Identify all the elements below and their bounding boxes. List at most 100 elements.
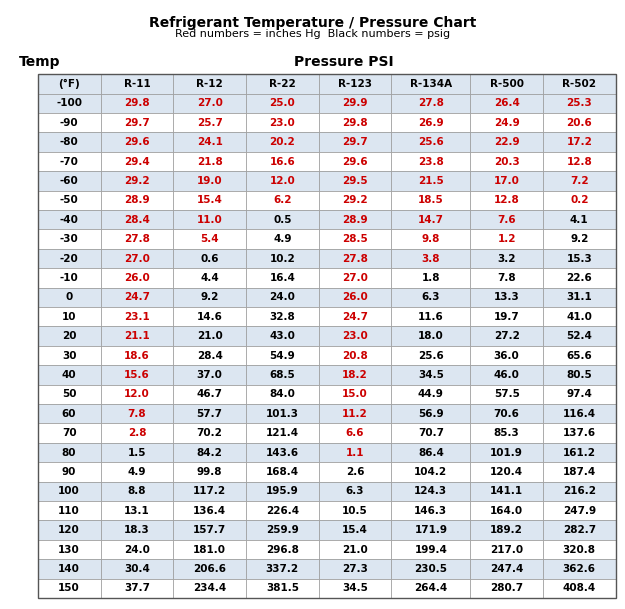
Text: 120.4: 120.4 bbox=[490, 467, 523, 477]
Text: 3.2: 3.2 bbox=[498, 253, 516, 264]
Text: R-11: R-11 bbox=[124, 79, 151, 89]
Text: 30: 30 bbox=[62, 351, 76, 361]
Text: 362.6: 362.6 bbox=[562, 564, 596, 574]
Text: 24.9: 24.9 bbox=[494, 118, 519, 128]
Text: Pressure PSI: Pressure PSI bbox=[294, 55, 394, 69]
Text: 44.9: 44.9 bbox=[418, 389, 444, 400]
Text: 100: 100 bbox=[58, 487, 80, 496]
Text: 9.2: 9.2 bbox=[201, 292, 219, 303]
Text: 29.9: 29.9 bbox=[342, 99, 367, 108]
Text: 130: 130 bbox=[58, 544, 80, 555]
Text: 17.2: 17.2 bbox=[566, 137, 592, 147]
Text: -90: -90 bbox=[60, 118, 78, 128]
Text: 23.8: 23.8 bbox=[418, 157, 444, 167]
Text: 46.7: 46.7 bbox=[197, 389, 222, 400]
Text: 46.0: 46.0 bbox=[494, 370, 519, 380]
Text: 80.5: 80.5 bbox=[566, 370, 592, 380]
Text: 25.7: 25.7 bbox=[197, 118, 222, 128]
Text: R-134A: R-134A bbox=[410, 79, 452, 89]
Text: R-502: R-502 bbox=[562, 79, 596, 89]
Text: 247.4: 247.4 bbox=[490, 564, 523, 574]
Text: 23.0: 23.0 bbox=[269, 118, 295, 128]
Text: -70: -70 bbox=[59, 157, 79, 167]
Text: 25.6: 25.6 bbox=[418, 351, 444, 361]
Text: 23.1: 23.1 bbox=[124, 312, 150, 322]
Text: 14.6: 14.6 bbox=[197, 312, 222, 322]
Text: 4.9: 4.9 bbox=[273, 234, 292, 244]
Text: 90: 90 bbox=[62, 467, 76, 477]
Text: 29.2: 29.2 bbox=[124, 176, 150, 186]
Text: 24.0: 24.0 bbox=[269, 292, 295, 303]
Text: 6.3: 6.3 bbox=[346, 487, 364, 496]
Text: 15.4: 15.4 bbox=[342, 525, 368, 535]
Text: 16.6: 16.6 bbox=[269, 157, 295, 167]
Text: 234.4: 234.4 bbox=[193, 583, 226, 593]
Text: 18.5: 18.5 bbox=[418, 195, 444, 205]
Text: 171.9: 171.9 bbox=[414, 525, 447, 535]
Text: 6.6: 6.6 bbox=[346, 428, 364, 438]
Text: 99.8: 99.8 bbox=[197, 467, 222, 477]
Text: 217.0: 217.0 bbox=[490, 544, 523, 555]
Text: -30: -30 bbox=[60, 234, 79, 244]
Text: 20.3: 20.3 bbox=[494, 157, 519, 167]
Text: 143.6: 143.6 bbox=[266, 448, 299, 457]
Text: -60: -60 bbox=[60, 176, 79, 186]
Text: 28.5: 28.5 bbox=[342, 234, 368, 244]
Text: 25.0: 25.0 bbox=[269, 99, 295, 108]
Text: Temp: Temp bbox=[19, 55, 60, 69]
Text: 25.3: 25.3 bbox=[566, 99, 592, 108]
Text: 27.0: 27.0 bbox=[197, 99, 222, 108]
Text: 230.5: 230.5 bbox=[414, 564, 447, 574]
Text: 7.8: 7.8 bbox=[498, 273, 516, 283]
Text: 206.6: 206.6 bbox=[193, 564, 226, 574]
Text: 29.7: 29.7 bbox=[124, 118, 150, 128]
Text: -40: -40 bbox=[59, 215, 79, 225]
Text: 43.0: 43.0 bbox=[269, 331, 295, 341]
Text: 70: 70 bbox=[62, 428, 76, 438]
Text: 1.8: 1.8 bbox=[422, 273, 440, 283]
Text: 50: 50 bbox=[62, 389, 76, 400]
Text: 27.0: 27.0 bbox=[124, 253, 150, 264]
Text: 18.0: 18.0 bbox=[418, 331, 444, 341]
Text: 27.8: 27.8 bbox=[124, 234, 150, 244]
Text: 84.0: 84.0 bbox=[269, 389, 295, 400]
Text: 101.3: 101.3 bbox=[266, 409, 299, 419]
Text: 57.7: 57.7 bbox=[197, 409, 222, 419]
Text: 11.0: 11.0 bbox=[197, 215, 222, 225]
Text: 12.8: 12.8 bbox=[566, 157, 592, 167]
Text: 9.8: 9.8 bbox=[422, 234, 440, 244]
Text: 10: 10 bbox=[62, 312, 76, 322]
Text: 29.2: 29.2 bbox=[342, 195, 367, 205]
Text: 12.8: 12.8 bbox=[494, 195, 519, 205]
Text: 27.3: 27.3 bbox=[342, 564, 368, 574]
Text: 161.2: 161.2 bbox=[562, 448, 596, 457]
Text: 13.3: 13.3 bbox=[494, 292, 519, 303]
Text: 12.0: 12.0 bbox=[124, 389, 150, 400]
Text: 120: 120 bbox=[58, 525, 80, 535]
Text: 40: 40 bbox=[62, 370, 76, 380]
Text: 30.4: 30.4 bbox=[124, 564, 150, 574]
Text: 21.5: 21.5 bbox=[418, 176, 444, 186]
Text: 0.5: 0.5 bbox=[273, 215, 292, 225]
Text: 150: 150 bbox=[58, 583, 80, 593]
Text: 17.0: 17.0 bbox=[494, 176, 519, 186]
Text: 10.2: 10.2 bbox=[269, 253, 295, 264]
Text: 2.8: 2.8 bbox=[127, 428, 146, 438]
Text: 2.6: 2.6 bbox=[346, 467, 364, 477]
Text: 29.6: 29.6 bbox=[342, 157, 367, 167]
Text: 11.2: 11.2 bbox=[342, 409, 368, 419]
Text: 31.1: 31.1 bbox=[566, 292, 592, 303]
Text: 11.6: 11.6 bbox=[418, 312, 444, 322]
Text: -10: -10 bbox=[60, 273, 79, 283]
Text: -100: -100 bbox=[56, 99, 82, 108]
Text: 15.3: 15.3 bbox=[566, 253, 592, 264]
Text: 21.1: 21.1 bbox=[124, 331, 150, 341]
Text: 22.9: 22.9 bbox=[494, 137, 519, 147]
Text: R-12: R-12 bbox=[196, 79, 223, 89]
Text: 37.0: 37.0 bbox=[197, 370, 222, 380]
Text: Refrigerant Temperature / Pressure Chart: Refrigerant Temperature / Pressure Chart bbox=[149, 16, 476, 30]
Text: 408.4: 408.4 bbox=[562, 583, 596, 593]
Text: 264.4: 264.4 bbox=[414, 583, 447, 593]
Text: 29.8: 29.8 bbox=[124, 99, 150, 108]
Text: 70.6: 70.6 bbox=[494, 409, 519, 419]
